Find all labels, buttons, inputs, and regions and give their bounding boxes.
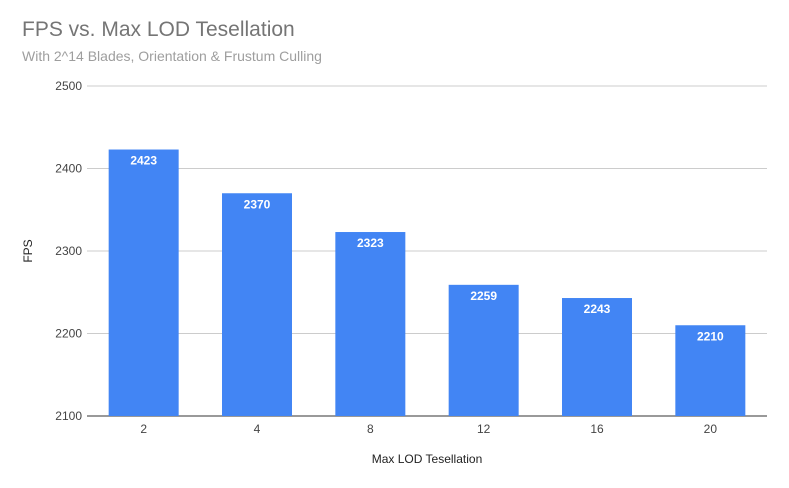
data-label: 2210 bbox=[697, 329, 724, 343]
data-label: 2243 bbox=[584, 302, 611, 316]
bar[interactable] bbox=[448, 284, 519, 416]
y-tick-label: 2400 bbox=[55, 162, 82, 176]
x-tick-label: 12 bbox=[477, 422, 491, 436]
data-label: 2259 bbox=[470, 289, 497, 303]
x-tick-label: 8 bbox=[367, 422, 374, 436]
x-tick-label: 2 bbox=[140, 422, 147, 436]
y-tick-label: 2500 bbox=[55, 79, 82, 93]
bar[interactable] bbox=[108, 149, 179, 416]
data-label: 2323 bbox=[357, 236, 384, 250]
gridlines bbox=[87, 85, 767, 417]
x-tick-label: 16 bbox=[590, 422, 604, 436]
y-axis-tick-labels: 2100 2200 2300 2400 2500 bbox=[55, 79, 82, 423]
x-tick-label: 20 bbox=[704, 422, 718, 436]
y-axis-title: FPS bbox=[21, 239, 35, 262]
bar[interactable] bbox=[562, 298, 632, 416]
data-label: 2423 bbox=[130, 154, 157, 168]
bar[interactable] bbox=[222, 193, 292, 416]
y-tick-label: 2300 bbox=[55, 244, 82, 258]
x-axis-tick-labels: 2 4 8 12 16 20 bbox=[140, 422, 717, 436]
bars bbox=[108, 149, 746, 416]
data-label: 2370 bbox=[244, 197, 271, 211]
chart-subtitle: With 2^14 Blades, Orientation & Frustum … bbox=[22, 48, 322, 64]
x-axis-title: Max LOD Tesellation bbox=[372, 452, 483, 466]
y-tick-label: 2200 bbox=[55, 327, 82, 341]
bar[interactable] bbox=[335, 232, 406, 416]
chart-title: FPS vs. Max LOD Tesellation bbox=[22, 18, 295, 41]
bar[interactable] bbox=[675, 325, 746, 416]
y-tick-label: 2100 bbox=[55, 409, 82, 423]
x-tick-label: 4 bbox=[254, 422, 261, 436]
data-labels: 2423 2370 2323 2259 2243 2210 bbox=[130, 154, 724, 344]
